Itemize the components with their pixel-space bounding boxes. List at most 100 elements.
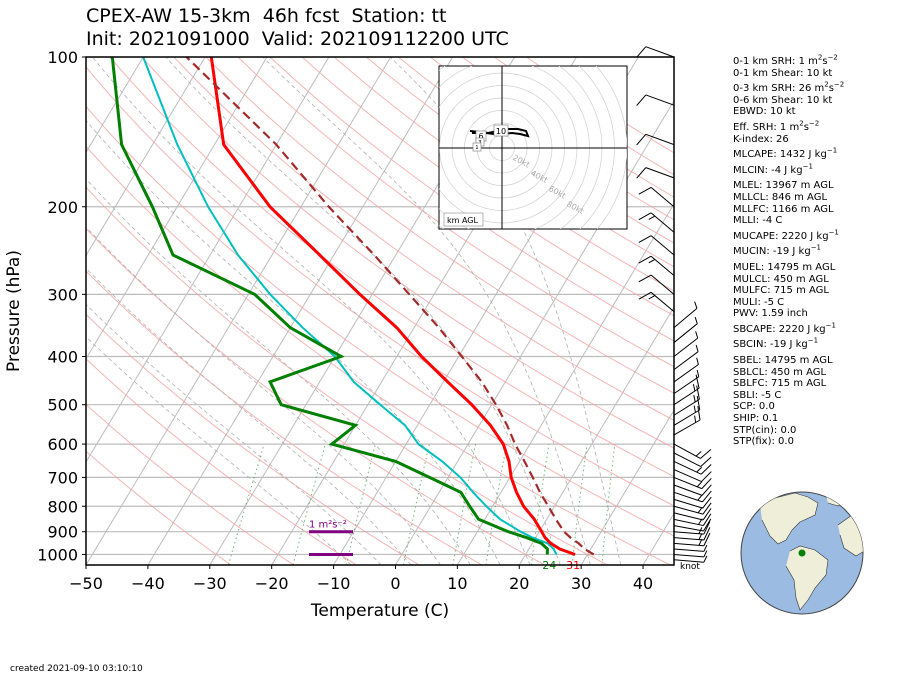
dry-adiabat: [365, 57, 674, 268]
wind-barb-shaft: [650, 235, 675, 256]
isotherm: [580, 409, 674, 565]
wind-barb: [673, 513, 712, 527]
wind-barb-shaft: [673, 452, 701, 467]
wind-barb: [636, 46, 675, 58]
dry-adiabat: [237, 57, 674, 368]
wind-barb-flag: [648, 295, 656, 300]
moist-adiabat: [389, 57, 622, 565]
index-row: STP(fix): 0.0: [733, 436, 794, 448]
wind-barb: [673, 369, 700, 395]
dry-adiabat: [86, 105, 674, 537]
wind-barb: [673, 490, 712, 503]
x-tick-label: −50: [69, 574, 103, 593]
dry-adiabat: [86, 450, 232, 565]
mixing-ratio-line: [485, 444, 507, 565]
x-tick-label: −40: [131, 574, 165, 593]
wind-barb-flag: [696, 385, 700, 400]
wind-barb: [673, 555, 708, 563]
isotherm: [86, 57, 144, 154]
dry-adiabat: [86, 270, 483, 565]
wind-barb-shaft: [645, 133, 675, 146]
index-row: SCP: 0.0: [733, 401, 775, 413]
wind-barb-flag: [648, 259, 656, 264]
wind-barb-flag: [703, 544, 708, 552]
wind-barb-flag: [693, 405, 696, 413]
wind-barb: [673, 357, 699, 383]
wind-barb-shaft: [673, 512, 704, 521]
x-tick-label: −10: [317, 574, 351, 593]
dewpoint-line: [110, 57, 549, 555]
dry-adiabat: [333, 57, 674, 292]
station-marker: [798, 549, 806, 557]
isotherm: [395, 99, 674, 565]
wind-unit-label: knot: [680, 562, 700, 572]
wind-barb-shaft: [645, 94, 675, 106]
wind-barb-shaft: [673, 559, 704, 563]
wind-barb-flag: [638, 186, 652, 195]
wind-barb-shaft: [673, 409, 700, 426]
y-axis-label: Pressure (hPa): [4, 250, 24, 372]
index-row: MUCIN: -19 J kg−1: [733, 243, 822, 258]
wind-barb-flag: [638, 212, 652, 221]
dry-adiabat: [86, 403, 294, 565]
hodograph-height-label: 6: [478, 132, 483, 141]
hodograph-height-box: [493, 124, 509, 137]
north-america: [759, 492, 819, 545]
wind-barb-flag: [695, 331, 699, 339]
isotherm: [86, 57, 392, 565]
index-row: STP(cin): 0.0: [733, 424, 797, 436]
wind-barb-shaft: [673, 548, 704, 552]
wind-barb-flag: [638, 235, 652, 243]
hodograph-legend-box: [443, 212, 484, 227]
y-tick-label: 300: [47, 285, 78, 304]
wind-barb: [638, 274, 675, 295]
index-row: MUCAPE: 2220 J kg−1: [733, 228, 839, 242]
wind-barb-flag: [696, 357, 699, 365]
wind-barb-flag: [703, 521, 711, 535]
wind-barb-flag: [638, 291, 652, 300]
wind-barb: [636, 133, 675, 146]
created-timestamp: created 2021-09-10 03:10:10: [10, 664, 143, 674]
wind-barb-shaft: [673, 364, 699, 383]
wind-barb-flag: [694, 301, 698, 309]
y-tick-label: 900: [47, 523, 78, 542]
x-tick-label: 20: [509, 574, 529, 593]
index-row: MULI: -5 C: [733, 296, 785, 308]
isotherm: [456, 202, 674, 565]
wind-barb-flag: [696, 481, 703, 488]
srh-label: 1 m²s⁻²: [309, 520, 347, 531]
x-tick-label: 0: [390, 574, 400, 593]
wind-barb: [673, 550, 708, 558]
wind-barb: [673, 406, 701, 436]
mixing-ratio-line: [292, 443, 326, 565]
wind-barb-shaft: [673, 376, 700, 395]
index-row: SBEL: 14795 m AGL: [733, 355, 833, 367]
wind-barb: [673, 460, 712, 475]
wind-barb: [673, 396, 701, 426]
index-row: 0-6 km Shear: 10 kt: [733, 94, 833, 106]
moist-adiabat: [92, 57, 531, 565]
dry-adiabat: [86, 145, 671, 565]
isotherm: [518, 306, 674, 565]
index-row: 0-1 km Shear: 10 kt: [733, 67, 833, 79]
wind-barb: [636, 167, 675, 179]
wind-barb: [673, 496, 712, 509]
index-row: EBWD: 10 kt: [733, 106, 796, 118]
moist-adiabat: [262, 57, 591, 565]
wind-barb-flag: [702, 513, 712, 526]
dry-adiabat: [205, 57, 674, 394]
wind-barb: [673, 385, 700, 416]
index-row: MLCAPE: 1432 J kg−1: [733, 146, 838, 161]
wind-barb-flag: [636, 46, 647, 58]
wind-barb-flag: [702, 490, 712, 503]
moist-adiabat: [86, 226, 442, 565]
y-tick-label: 100: [47, 48, 78, 67]
wind-barb-shaft: [673, 484, 703, 496]
index-row: 0-1 km SRH: 1 m2s−2: [733, 53, 838, 67]
wind-barb: [638, 212, 675, 233]
wind-barb-flag: [702, 496, 712, 509]
wind-barb: [638, 291, 675, 313]
index-row: SBLI: -5 C: [733, 389, 782, 401]
wind-barb-shaft: [650, 274, 675, 295]
